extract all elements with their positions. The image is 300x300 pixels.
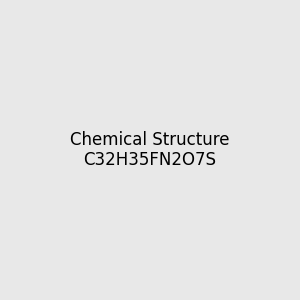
Text: Chemical Structure
C32H35FN2O7S: Chemical Structure C32H35FN2O7S [70, 130, 230, 170]
